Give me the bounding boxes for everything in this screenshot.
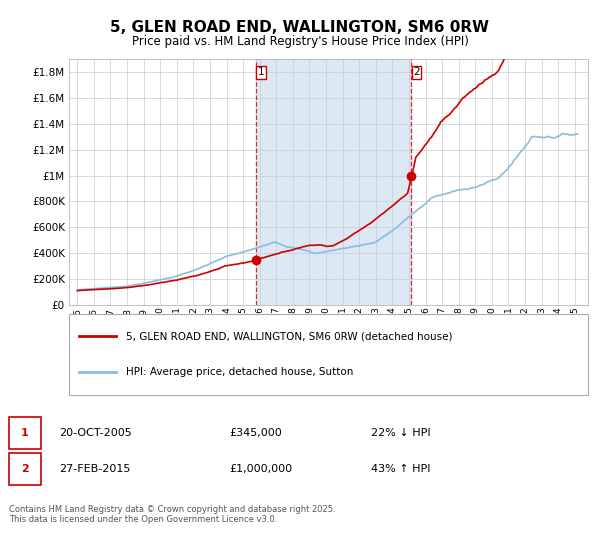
Text: 1: 1 xyxy=(21,428,29,438)
FancyBboxPatch shape xyxy=(9,417,41,449)
Text: HPI: Average price, detached house, Sutton: HPI: Average price, detached house, Sutt… xyxy=(126,367,353,377)
Text: 43% ↑ HPI: 43% ↑ HPI xyxy=(371,464,430,474)
FancyBboxPatch shape xyxy=(9,454,41,486)
Text: 2: 2 xyxy=(413,67,419,77)
Text: Price paid vs. HM Land Registry's House Price Index (HPI): Price paid vs. HM Land Registry's House … xyxy=(131,35,469,48)
Text: £345,000: £345,000 xyxy=(229,428,282,438)
Text: 5, GLEN ROAD END, WALLINGTON, SM6 0RW (detached house): 5, GLEN ROAD END, WALLINGTON, SM6 0RW (d… xyxy=(126,332,452,342)
Text: 1: 1 xyxy=(258,67,265,77)
Bar xyxy=(256,59,412,305)
FancyBboxPatch shape xyxy=(69,314,588,395)
Text: 5, GLEN ROAD END, WALLINGTON, SM6 0RW: 5, GLEN ROAD END, WALLINGTON, SM6 0RW xyxy=(110,20,490,35)
Text: £1,000,000: £1,000,000 xyxy=(229,464,293,474)
Text: 2: 2 xyxy=(21,464,29,474)
Text: 27-FEB-2015: 27-FEB-2015 xyxy=(59,464,130,474)
Text: 20-OCT-2005: 20-OCT-2005 xyxy=(59,428,131,438)
Text: 22% ↓ HPI: 22% ↓ HPI xyxy=(371,428,430,438)
Text: Contains HM Land Registry data © Crown copyright and database right 2025.
This d: Contains HM Land Registry data © Crown c… xyxy=(9,505,335,524)
